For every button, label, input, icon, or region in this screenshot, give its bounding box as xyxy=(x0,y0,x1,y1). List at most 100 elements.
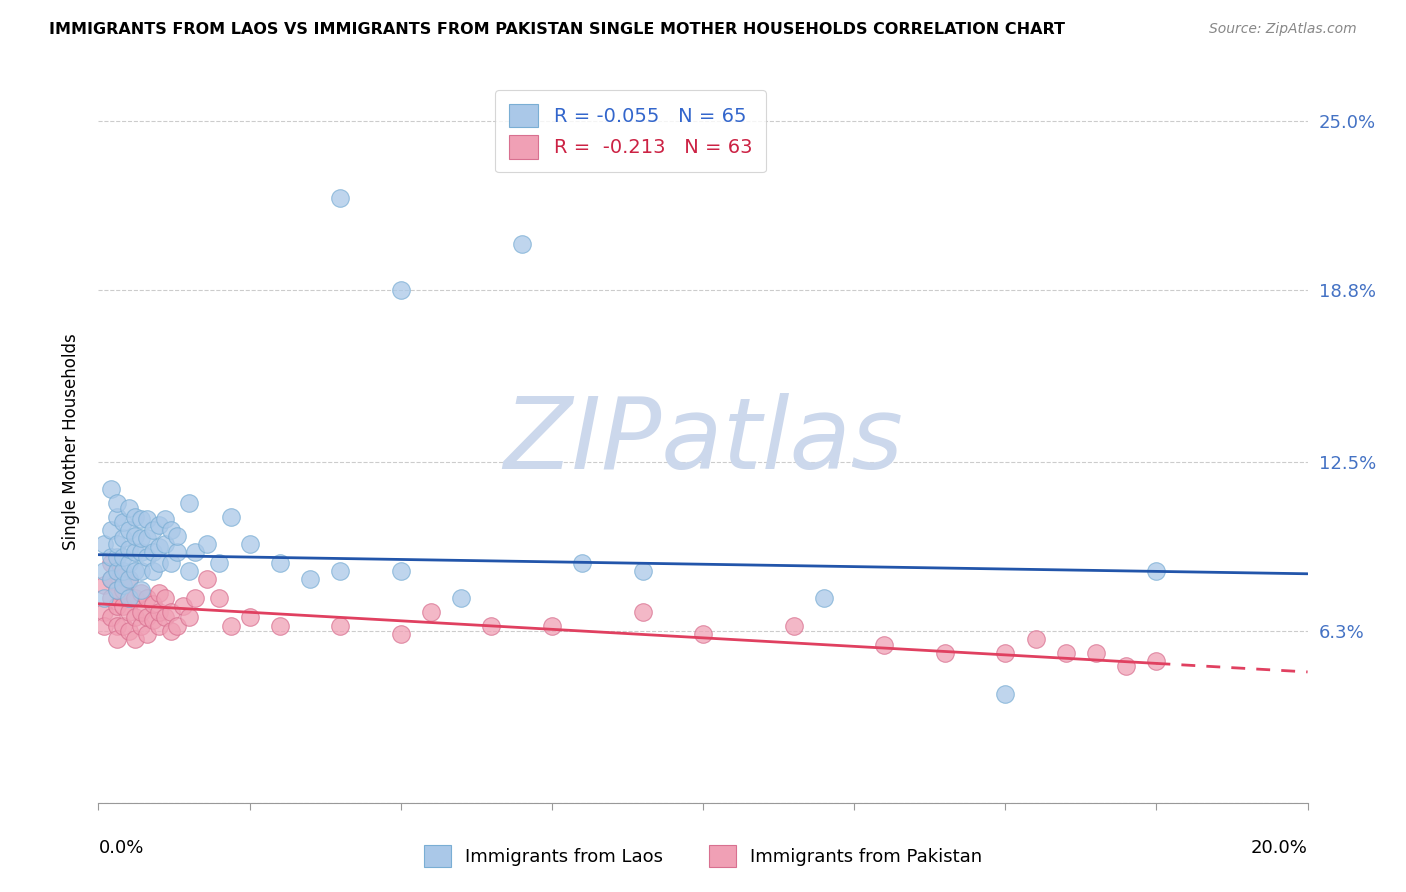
Point xyxy=(160,624,183,638)
Point xyxy=(124,610,146,624)
Point xyxy=(111,583,134,598)
Point xyxy=(111,618,134,632)
Point xyxy=(571,556,593,570)
Point xyxy=(129,545,152,559)
Legend: Immigrants from Laos, Immigrants from Pakistan: Immigrants from Laos, Immigrants from Pa… xyxy=(416,838,990,874)
Point xyxy=(1115,659,1137,673)
Point xyxy=(142,545,165,559)
Point xyxy=(153,591,176,606)
Point xyxy=(221,618,243,632)
Point xyxy=(873,638,896,652)
Point xyxy=(118,523,141,537)
Point xyxy=(160,605,183,619)
Point xyxy=(239,537,262,551)
Point xyxy=(269,556,291,570)
Point xyxy=(510,236,533,251)
Point xyxy=(118,624,141,638)
Point xyxy=(1054,646,1077,660)
Point xyxy=(100,482,122,496)
Point xyxy=(934,646,956,660)
Point xyxy=(111,577,134,591)
Point xyxy=(118,542,141,557)
Point xyxy=(111,599,134,614)
Text: 20.0%: 20.0% xyxy=(1251,838,1308,857)
Point xyxy=(129,512,152,526)
Point xyxy=(93,605,115,619)
Point xyxy=(111,564,134,578)
Point xyxy=(692,626,714,640)
Point xyxy=(93,564,115,578)
Point xyxy=(105,564,128,578)
Text: Source: ZipAtlas.com: Source: ZipAtlas.com xyxy=(1209,22,1357,37)
Point xyxy=(631,564,654,578)
Point xyxy=(129,532,152,546)
Point xyxy=(153,610,176,624)
Point xyxy=(142,523,165,537)
Point xyxy=(160,523,183,537)
Point xyxy=(124,632,146,647)
Point xyxy=(105,632,128,647)
Point xyxy=(148,540,170,554)
Point xyxy=(329,618,352,632)
Point xyxy=(105,537,128,551)
Point xyxy=(105,509,128,524)
Point xyxy=(166,545,188,559)
Point xyxy=(118,501,141,516)
Point xyxy=(105,583,128,598)
Point xyxy=(994,687,1017,701)
Point xyxy=(153,512,176,526)
Point xyxy=(1085,646,1108,660)
Text: 0.0%: 0.0% xyxy=(98,838,143,857)
Point xyxy=(93,591,115,606)
Point xyxy=(111,569,134,583)
Point xyxy=(135,591,157,606)
Point xyxy=(166,618,188,632)
Point xyxy=(118,591,141,606)
Point xyxy=(179,564,201,578)
Point xyxy=(184,545,207,559)
Point xyxy=(631,605,654,619)
Point xyxy=(142,613,165,627)
Point xyxy=(100,556,122,570)
Point xyxy=(179,496,201,510)
Point xyxy=(124,564,146,578)
Point xyxy=(166,528,188,542)
Point xyxy=(100,572,122,586)
Point xyxy=(389,564,412,578)
Point xyxy=(208,591,231,606)
Point xyxy=(148,586,170,600)
Point xyxy=(105,496,128,510)
Point xyxy=(105,564,128,578)
Point xyxy=(135,532,157,546)
Legend: R = -0.055   N = 65, R =  -0.213   N = 63: R = -0.055 N = 65, R = -0.213 N = 63 xyxy=(495,90,766,172)
Point xyxy=(111,550,134,565)
Point xyxy=(179,610,201,624)
Point xyxy=(124,591,146,606)
Point xyxy=(118,556,141,570)
Point xyxy=(118,605,141,619)
Point xyxy=(239,610,262,624)
Point xyxy=(118,572,141,586)
Point xyxy=(135,550,157,565)
Point xyxy=(208,556,231,570)
Point xyxy=(105,583,128,598)
Point xyxy=(93,537,115,551)
Point xyxy=(450,591,472,606)
Point xyxy=(153,537,176,551)
Point xyxy=(100,523,122,537)
Point xyxy=(148,605,170,619)
Point xyxy=(329,564,352,578)
Point xyxy=(135,626,157,640)
Point xyxy=(389,283,412,297)
Point xyxy=(129,586,152,600)
Text: ZIPatlas: ZIPatlas xyxy=(503,393,903,490)
Point xyxy=(142,564,165,578)
Point xyxy=(124,545,146,559)
Point xyxy=(1024,632,1046,647)
Y-axis label: Single Mother Households: Single Mother Households xyxy=(62,334,80,549)
Point xyxy=(129,583,152,598)
Point xyxy=(299,572,322,586)
Point xyxy=(105,618,128,632)
Point xyxy=(184,591,207,606)
Point xyxy=(111,515,134,529)
